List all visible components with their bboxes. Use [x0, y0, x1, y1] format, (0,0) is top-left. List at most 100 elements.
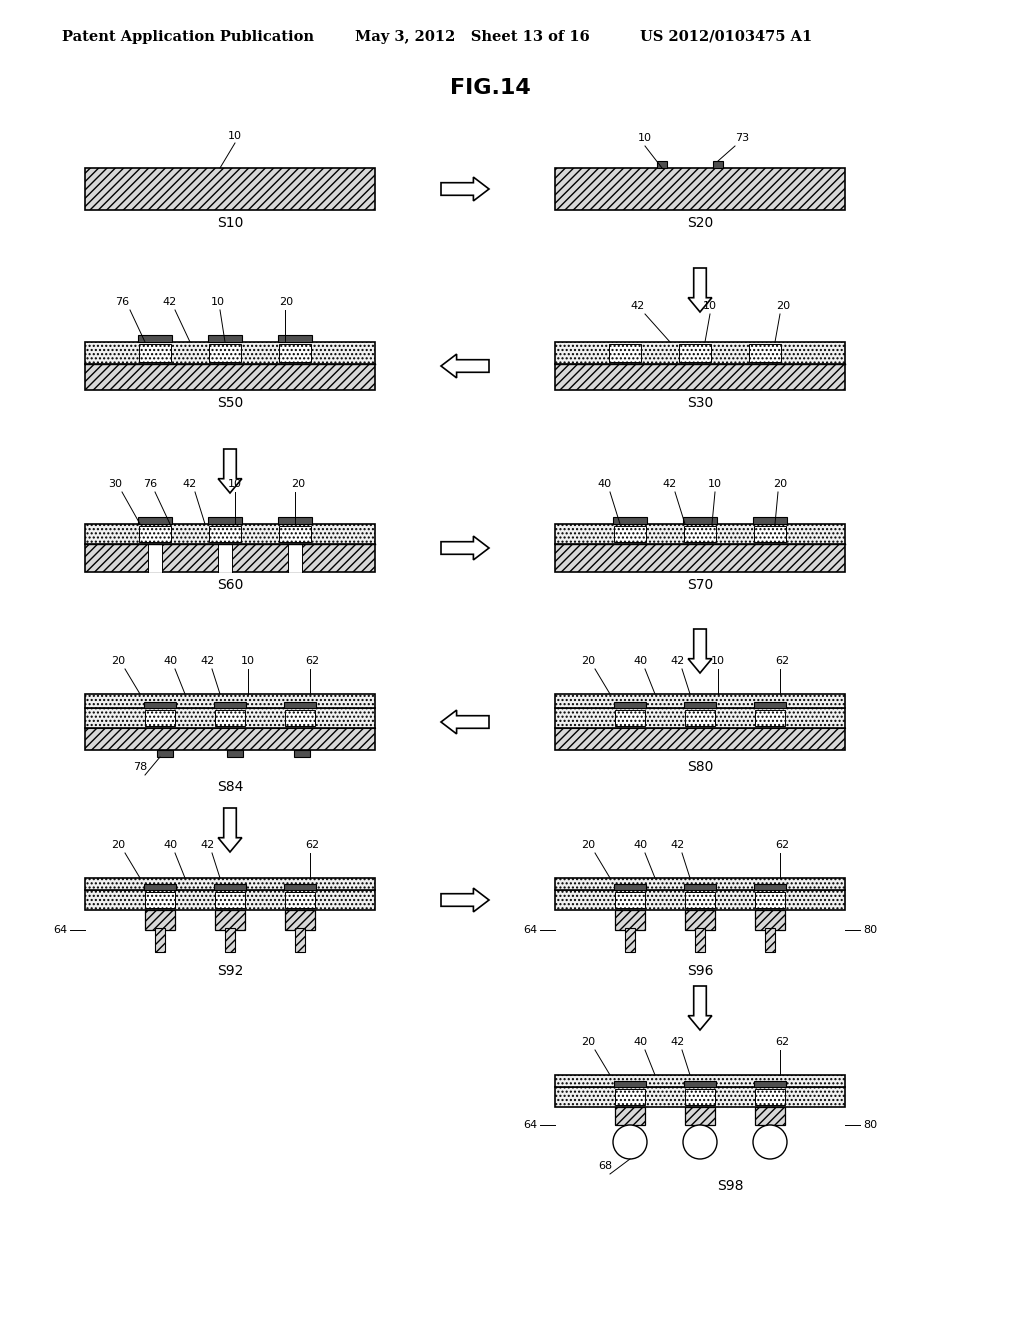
Bar [685, 1107, 715, 1125]
Bar [555, 1074, 845, 1086]
Text: S30: S30 [687, 396, 713, 411]
Text: 10: 10 [638, 133, 652, 143]
Bar [683, 517, 717, 524]
Bar [208, 517, 242, 524]
Polygon shape [441, 888, 489, 912]
Bar [278, 517, 312, 524]
Bar [285, 892, 315, 908]
Text: 20: 20 [581, 1038, 595, 1047]
Text: Patent Application Publication: Patent Application Publication [62, 30, 314, 44]
Bar [685, 909, 715, 931]
Bar [613, 517, 647, 524]
Text: 64: 64 [523, 1119, 537, 1130]
Bar [208, 335, 242, 342]
Bar [684, 884, 716, 890]
Bar [749, 345, 781, 362]
Text: 42: 42 [663, 479, 677, 488]
Bar [227, 750, 243, 756]
Text: 20: 20 [279, 297, 293, 308]
Circle shape [613, 1125, 647, 1159]
Text: 40: 40 [633, 840, 647, 850]
Bar [755, 1107, 785, 1125]
Bar [755, 1089, 785, 1105]
Bar [155, 928, 165, 952]
Bar [614, 702, 646, 708]
Bar [145, 909, 175, 931]
Text: 62: 62 [775, 840, 790, 850]
Bar [214, 884, 246, 890]
Bar [679, 345, 711, 362]
Text: S98: S98 [717, 1179, 743, 1193]
Text: 64: 64 [523, 925, 537, 935]
Text: 20: 20 [291, 479, 305, 488]
Text: 30: 30 [108, 479, 122, 488]
Text: 62: 62 [305, 656, 319, 667]
Text: 80: 80 [863, 925, 878, 935]
Text: 20: 20 [111, 656, 125, 667]
Bar [754, 702, 786, 708]
Bar [85, 544, 375, 572]
Bar [555, 729, 845, 750]
Bar [615, 909, 645, 931]
Text: 68: 68 [598, 1162, 612, 1171]
Text: 42: 42 [631, 301, 645, 312]
Polygon shape [441, 536, 489, 560]
Bar [685, 710, 715, 726]
Bar [279, 525, 311, 543]
Text: 10: 10 [711, 656, 725, 667]
Bar [555, 168, 845, 210]
Text: 20: 20 [773, 479, 787, 488]
Bar [695, 928, 705, 952]
Bar [555, 342, 845, 364]
Bar [555, 1086, 845, 1107]
Text: 40: 40 [633, 656, 647, 667]
Text: 64: 64 [53, 925, 67, 935]
Text: 40: 40 [163, 656, 177, 667]
Text: 40: 40 [633, 1038, 647, 1047]
Bar [615, 1107, 645, 1125]
Text: 62: 62 [775, 1038, 790, 1047]
Bar [295, 928, 305, 952]
Text: 42: 42 [201, 656, 215, 667]
Bar [615, 892, 645, 908]
Bar [755, 710, 785, 726]
Bar [145, 892, 175, 908]
Bar [284, 702, 316, 708]
Text: 73: 73 [735, 133, 750, 143]
Polygon shape [441, 710, 489, 734]
Bar [85, 364, 375, 389]
Text: 10: 10 [708, 479, 722, 488]
Bar [713, 161, 723, 168]
Text: S92: S92 [217, 964, 243, 978]
Bar [139, 345, 171, 362]
Bar [225, 928, 234, 952]
Text: 62: 62 [775, 656, 790, 667]
Bar [284, 884, 316, 890]
Bar [755, 892, 785, 908]
Bar [139, 525, 171, 543]
Bar [614, 884, 646, 890]
Text: S96: S96 [687, 964, 714, 978]
Text: 20: 20 [111, 840, 125, 850]
Text: 10: 10 [241, 656, 255, 667]
Bar [555, 694, 845, 708]
Text: S84: S84 [217, 780, 243, 795]
Text: 40: 40 [163, 840, 177, 850]
Bar [755, 909, 785, 931]
Text: 10: 10 [228, 131, 242, 141]
Text: 42: 42 [671, 840, 685, 850]
Bar [285, 909, 315, 931]
Text: S50: S50 [217, 396, 243, 411]
Text: 42: 42 [163, 297, 177, 308]
Bar [85, 890, 375, 909]
Bar [85, 524, 375, 544]
Text: 76: 76 [115, 297, 129, 308]
Bar [754, 525, 786, 543]
Bar [684, 702, 716, 708]
Bar [753, 517, 787, 524]
Bar [555, 708, 845, 729]
Bar [85, 729, 375, 750]
Bar [157, 750, 173, 756]
Text: May 3, 2012   Sheet 13 of 16: May 3, 2012 Sheet 13 of 16 [355, 30, 590, 44]
Bar [215, 710, 245, 726]
